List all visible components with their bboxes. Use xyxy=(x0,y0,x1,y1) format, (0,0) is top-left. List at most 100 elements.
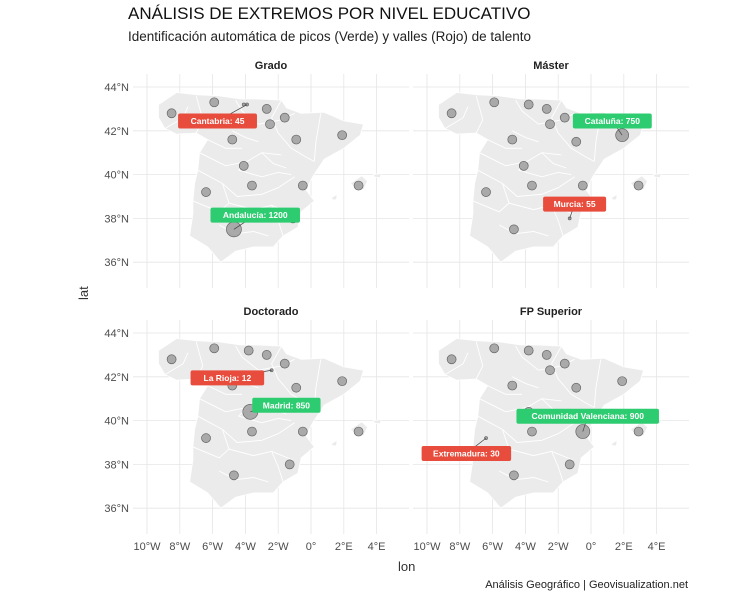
data-point xyxy=(481,187,491,197)
region-border xyxy=(197,415,294,461)
data-point xyxy=(201,187,211,197)
spain-land xyxy=(438,92,645,263)
data-point xyxy=(518,160,529,171)
region-border xyxy=(551,345,572,395)
region-border xyxy=(487,139,523,149)
region-border xyxy=(444,106,469,129)
data-point xyxy=(507,380,518,391)
region-border xyxy=(498,470,549,483)
data-point xyxy=(243,345,254,356)
x-tick-label: 10°W xyxy=(133,541,161,553)
peak-label-box xyxy=(252,397,321,413)
caption: Análisis Geográfico | Geovisualization.n… xyxy=(485,579,688,591)
data-point xyxy=(227,134,238,145)
island-land xyxy=(372,173,383,179)
region-border xyxy=(271,99,292,149)
region-border xyxy=(207,385,243,395)
data-point xyxy=(509,224,519,235)
facet-panel-4: Comunidad Valenciana: 900 Extremadura: 30 xyxy=(413,320,689,534)
data-point xyxy=(291,382,302,393)
data-point xyxy=(571,382,582,393)
x-tick-label: 8°W xyxy=(449,541,471,553)
chart-subtitle: Identificación automática de picos (Verd… xyxy=(128,29,531,44)
data-point xyxy=(527,426,537,437)
region-border xyxy=(222,422,295,443)
region-border xyxy=(261,152,287,169)
region-border xyxy=(192,446,230,459)
peak-label-box xyxy=(210,207,300,223)
island-land xyxy=(611,439,618,447)
y-tick-label: 42°N xyxy=(104,372,129,384)
region-border xyxy=(232,130,259,143)
x-tick-label: 4°E xyxy=(648,541,666,553)
data-point xyxy=(297,180,308,191)
x-tick-label: 0° xyxy=(306,541,317,553)
region-border xyxy=(197,169,294,215)
peak-label-text: Comunidad Valenciana: 900 xyxy=(532,411,645,421)
data-point xyxy=(545,365,555,376)
x-tick-label: 2°E xyxy=(615,541,633,553)
data-point xyxy=(297,426,308,437)
data-point xyxy=(559,112,570,123)
x-tick-label: 2°E xyxy=(335,541,353,553)
island-land xyxy=(652,173,663,179)
region-border xyxy=(487,385,523,395)
x-tick-label: 4°W xyxy=(235,541,257,553)
data-point xyxy=(353,180,364,191)
region-border xyxy=(207,139,243,149)
data-point xyxy=(291,134,302,145)
region-border xyxy=(271,451,284,483)
peak-label-text: Madrid: 850 xyxy=(263,400,311,410)
y-tick-label: 42°N xyxy=(104,126,129,138)
chart-title: ANÁLISIS DE EXTREMOS POR NIVEL EDUCATIVO xyxy=(128,4,531,23)
region-border xyxy=(222,176,295,197)
x-tick-label: 6°W xyxy=(482,541,504,553)
data-point xyxy=(559,358,570,369)
data-point xyxy=(507,134,518,145)
data-point xyxy=(353,426,364,437)
region-border xyxy=(593,359,602,408)
island-land xyxy=(611,193,618,201)
x-tick-label: 2°W xyxy=(548,541,570,553)
facet-panel-3: La Rioja: 12 Madrid: 850 xyxy=(133,320,409,534)
data-point xyxy=(446,354,457,365)
data-point xyxy=(564,459,575,470)
region-border xyxy=(502,422,575,443)
x-tick-label: 4°E xyxy=(368,541,386,553)
valley-label-box xyxy=(178,113,257,129)
peak-label-text: Cataluña: 750 xyxy=(585,116,641,126)
data-point xyxy=(571,136,582,147)
facet-title-doctorado: Doctorado xyxy=(243,306,299,318)
data-point xyxy=(523,99,534,110)
region-border xyxy=(164,352,189,375)
region-border xyxy=(541,152,567,169)
data-point xyxy=(541,104,552,114)
region-border xyxy=(498,224,549,237)
island-land xyxy=(372,419,383,425)
region-border xyxy=(291,147,315,162)
region-border xyxy=(477,415,574,461)
spain-land xyxy=(158,338,365,509)
region-border xyxy=(512,130,539,143)
x-axis-title: lon xyxy=(398,559,416,574)
data-point xyxy=(337,130,348,141)
data-point xyxy=(166,354,177,365)
facet-title-master: Máster xyxy=(533,60,569,72)
valley-label-text: La Rioja: 12 xyxy=(204,373,252,383)
data-point xyxy=(261,104,272,114)
data-point xyxy=(633,180,644,191)
region-border xyxy=(571,147,595,162)
data-point xyxy=(201,433,211,443)
data-point xyxy=(337,376,348,387)
region-border xyxy=(313,113,322,162)
x-tick-label: 6°W xyxy=(202,541,224,553)
region-border xyxy=(475,95,484,134)
data-point xyxy=(527,180,537,191)
data-point xyxy=(261,350,272,360)
data-point xyxy=(541,350,552,360)
facet-title-grado: Grado xyxy=(254,60,288,72)
y-tick-label: 36°N xyxy=(104,503,129,515)
data-point xyxy=(209,97,220,108)
y-axis-title: lat xyxy=(76,286,91,300)
valley-label-box xyxy=(543,196,607,212)
